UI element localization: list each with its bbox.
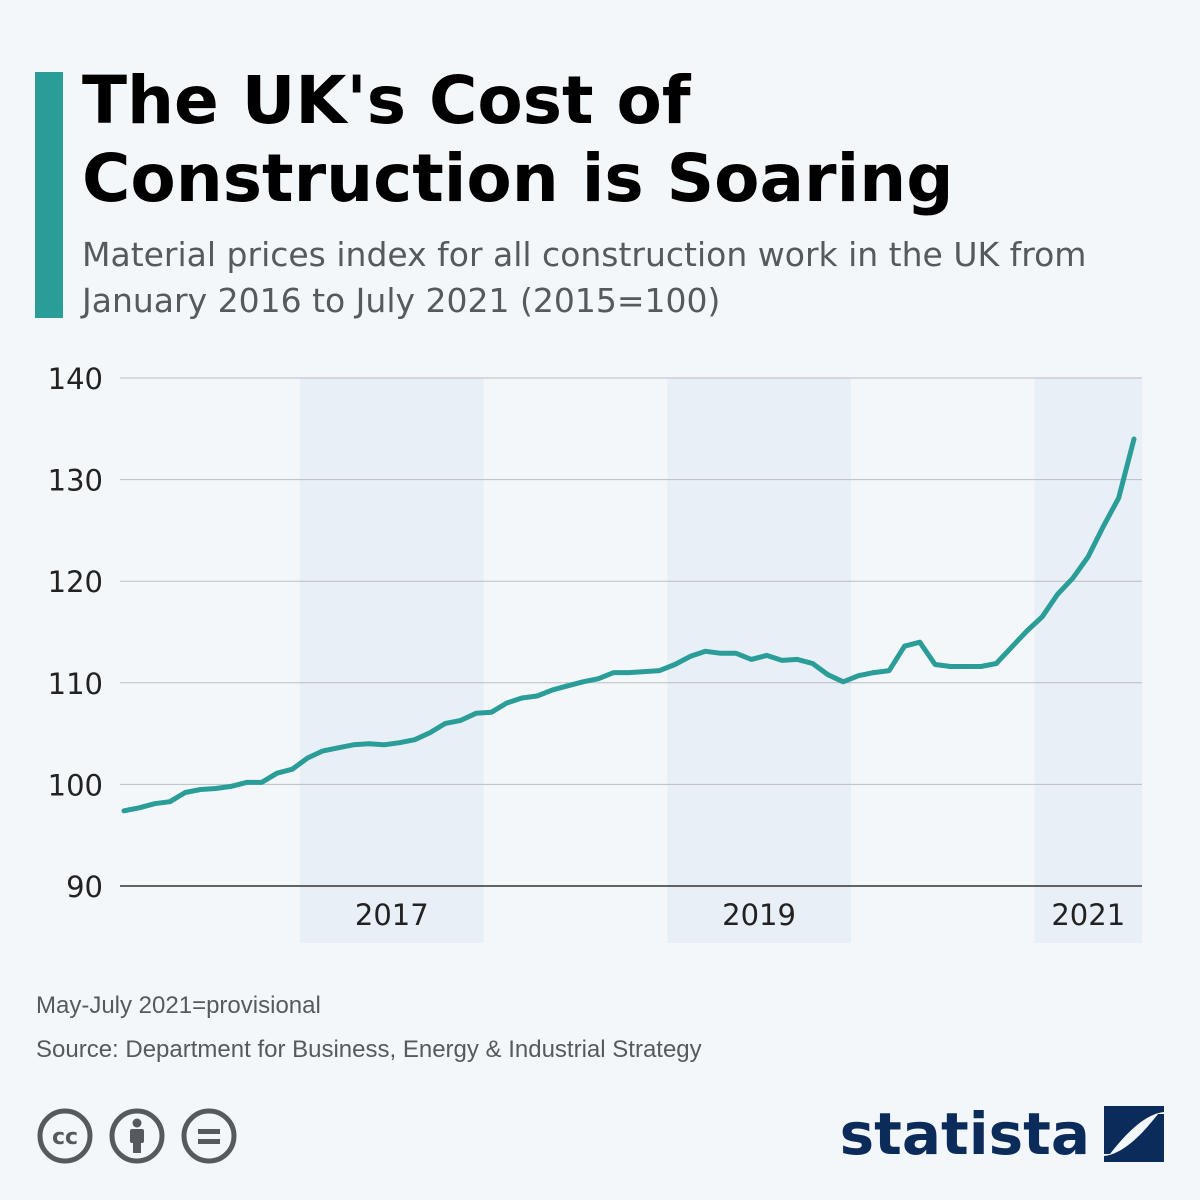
y-tick-label: 130 <box>48 464 103 498</box>
year-band-2017 <box>299 378 484 943</box>
license-icons: cc <box>36 1107 238 1165</box>
y-tick-label: 140 <box>48 362 103 396</box>
svg-text:cc: cc <box>52 1125 78 1150</box>
provisional-note: May-July 2021=provisional <box>36 992 321 1019</box>
x-axis-labels: 2017 2019 2021 <box>355 898 1125 932</box>
cc-icon[interactable]: cc <box>36 1107 94 1165</box>
y-tick-label: 90 <box>66 870 103 904</box>
year-band-2019 <box>667 378 851 943</box>
attribution-icon[interactable] <box>108 1107 166 1165</box>
y-tick-label: 100 <box>48 768 103 802</box>
accent-bar <box>35 72 63 318</box>
line-chart: 90 100 110 120 130 140 2017 2019 2021 <box>48 362 1142 943</box>
brand-name: statista <box>839 1100 1090 1168</box>
statista-logo-icon <box>1104 1106 1164 1162</box>
x-tick-label: 2021 <box>1051 898 1125 932</box>
x-tick-label: 2017 <box>355 898 429 932</box>
year-bands <box>299 378 1142 943</box>
no-derivatives-icon[interactable] <box>180 1107 238 1165</box>
x-tick-label: 2019 <box>722 898 796 932</box>
chart-title: The UK's Cost of Construction is Soaring <box>82 62 954 217</box>
y-axis-labels: 90 100 110 120 130 140 <box>48 362 103 904</box>
chart-subtitle: Material prices index for all constructi… <box>82 235 1087 320</box>
series-group <box>121 436 1137 814</box>
y-tick-label: 120 <box>48 565 103 599</box>
statista-brand[interactable]: statista <box>840 1100 1164 1168</box>
gridlines <box>120 377 1142 887</box>
source-note: Source: Department for Business, Energy … <box>36 1036 702 1063</box>
series-line-0 <box>121 436 1137 814</box>
y-tick-label: 110 <box>48 667 103 701</box>
